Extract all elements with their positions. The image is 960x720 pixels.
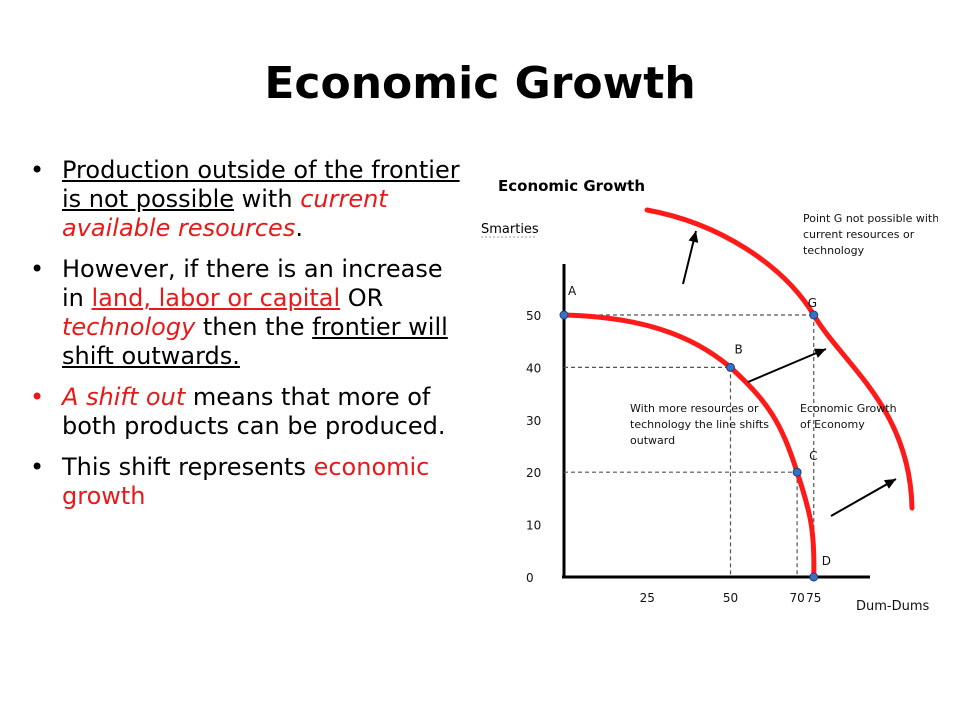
diagram-title: Economic Growth: [498, 177, 645, 195]
bullet-text: means that more of both products can be …: [62, 383, 446, 440]
bullet-text: technology: [62, 313, 196, 341]
point-label-c: C: [809, 449, 817, 463]
shift-note-line: With more resources or: [630, 402, 759, 415]
bullet-text: with: [234, 185, 301, 213]
x-tick-label: 70: [789, 591, 804, 605]
point-marker-b: [726, 362, 735, 372]
point-label-d: D: [822, 554, 831, 568]
y-axis-label: Smarties: [481, 222, 539, 237]
bullet-text: However, if there is an increase in: [62, 255, 443, 312]
bullet-dot-icon: •: [30, 156, 45, 184]
point-g-note-line: current resources or: [803, 228, 915, 241]
y-tick-label: 20: [526, 466, 541, 480]
bullet-text: then the: [195, 313, 313, 341]
bullet-dot-icon: •: [30, 383, 45, 411]
ppf-curve-shifted: [644, 207, 915, 511]
bullet-text: A shift out: [62, 383, 186, 411]
y-tick-label: 10: [526, 519, 541, 533]
bullet-dot-icon: •: [30, 255, 45, 283]
bullet-text: current available resources: [62, 185, 388, 242]
point-g-note-line: technology: [803, 244, 865, 257]
point-marker-a: [559, 310, 569, 320]
shift-arrow-line: [747, 348, 827, 383]
ppf-curve-original: [561, 312, 817, 580]
slide-title: Economic Growth: [264, 58, 696, 109]
y-tick-label: 40: [526, 361, 541, 375]
shift-note-line: technology the line shifts: [630, 418, 769, 431]
point-marker-g: [809, 310, 819, 320]
arrow-head-icon: [883, 479, 896, 489]
growth-note-line: Economic Growth: [800, 402, 897, 415]
point-label-g: G: [808, 296, 817, 310]
bullet-text: OR: [340, 284, 384, 312]
point-label-b: B: [735, 342, 743, 356]
point-label-a: A: [568, 284, 577, 298]
y-tick-label: 50: [526, 309, 541, 323]
shift-note-line: outward: [630, 434, 675, 447]
arrow-head-icon: [813, 348, 826, 358]
bullet-text: Production outside of the frontier is no…: [62, 156, 460, 213]
bullet-text: This shift represents: [62, 453, 314, 481]
point-marker-c: [792, 467, 802, 477]
x-tick-label: 50: [723, 591, 738, 605]
x-axis-label: Dum-Dums: [856, 599, 930, 614]
bullet-item: • However, if there is an increase in lan…: [30, 255, 460, 371]
shift-arrow-line: [830, 478, 897, 517]
y-tick-label: 30: [526, 414, 541, 428]
bullet-text: .: [295, 214, 303, 242]
point-marker-d: [809, 572, 819, 582]
bullet-dot-icon: •: [30, 453, 45, 481]
bullet-text: land, labor or capital: [91, 284, 341, 312]
bullet-text: economic growth: [62, 453, 430, 510]
x-tick-label: 25: [640, 591, 655, 605]
bullet-item: • This shift represents economic growth: [30, 453, 460, 511]
ppf-diagram: Economic Growth Smarties 0 10 20 30 40 50 25 50…: [481, 177, 938, 614]
x-tick-label: 75: [806, 591, 821, 605]
bullet-item: • Production outside of the frontier is n…: [30, 156, 460, 243]
point-g-note-line: Point G not possible with: [803, 212, 938, 225]
y-tick-label: 0: [526, 571, 534, 585]
arrow-head-icon: [688, 231, 699, 243]
growth-note-line: of Economy: [800, 418, 865, 431]
bullet-text: frontier will shift outwards.: [62, 313, 448, 370]
bullet-item: • A shift out means that more of both pro…: [30, 383, 460, 441]
bullet-list: • Production outside of the frontier is n…: [30, 156, 460, 523]
